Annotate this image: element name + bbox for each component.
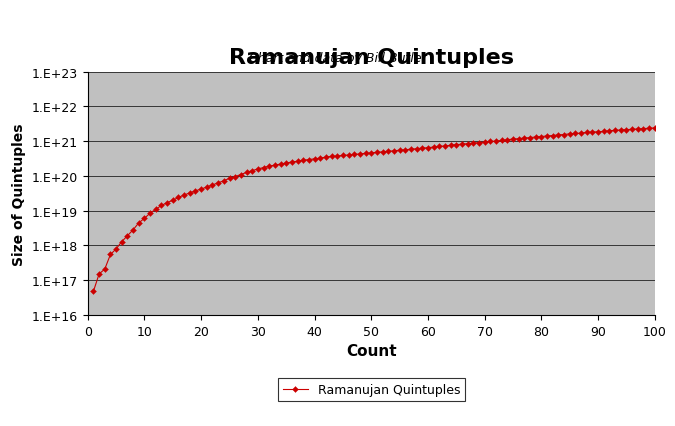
Legend: Ramanujan Quintuples: Ramanujan Quintuples [277, 378, 465, 401]
Text: Chart and data by Bill Butler: Chart and data by Bill Butler [248, 52, 427, 65]
Line: Ramanujan Quintuples: Ramanujan Quintuples [91, 127, 657, 294]
Ramanujan Quintuples [651, 126, 659, 131]
Y-axis label: Size of Quintuples: Size of Quintuples [12, 123, 26, 265]
Ramanujan Quintuples [424, 146, 432, 151]
Title: Ramanujan Quintuples: Ramanujan Quintuples [229, 48, 514, 68]
Ramanujan Quintuples [89, 289, 97, 294]
Ramanujan Quintuples [220, 179, 228, 184]
Ramanujan Quintuples [379, 150, 387, 155]
Ramanujan Quintuples [197, 187, 205, 192]
Ramanujan Quintuples [622, 128, 630, 133]
Ramanujan Quintuples [605, 129, 614, 134]
X-axis label: Count: Count [346, 343, 397, 358]
